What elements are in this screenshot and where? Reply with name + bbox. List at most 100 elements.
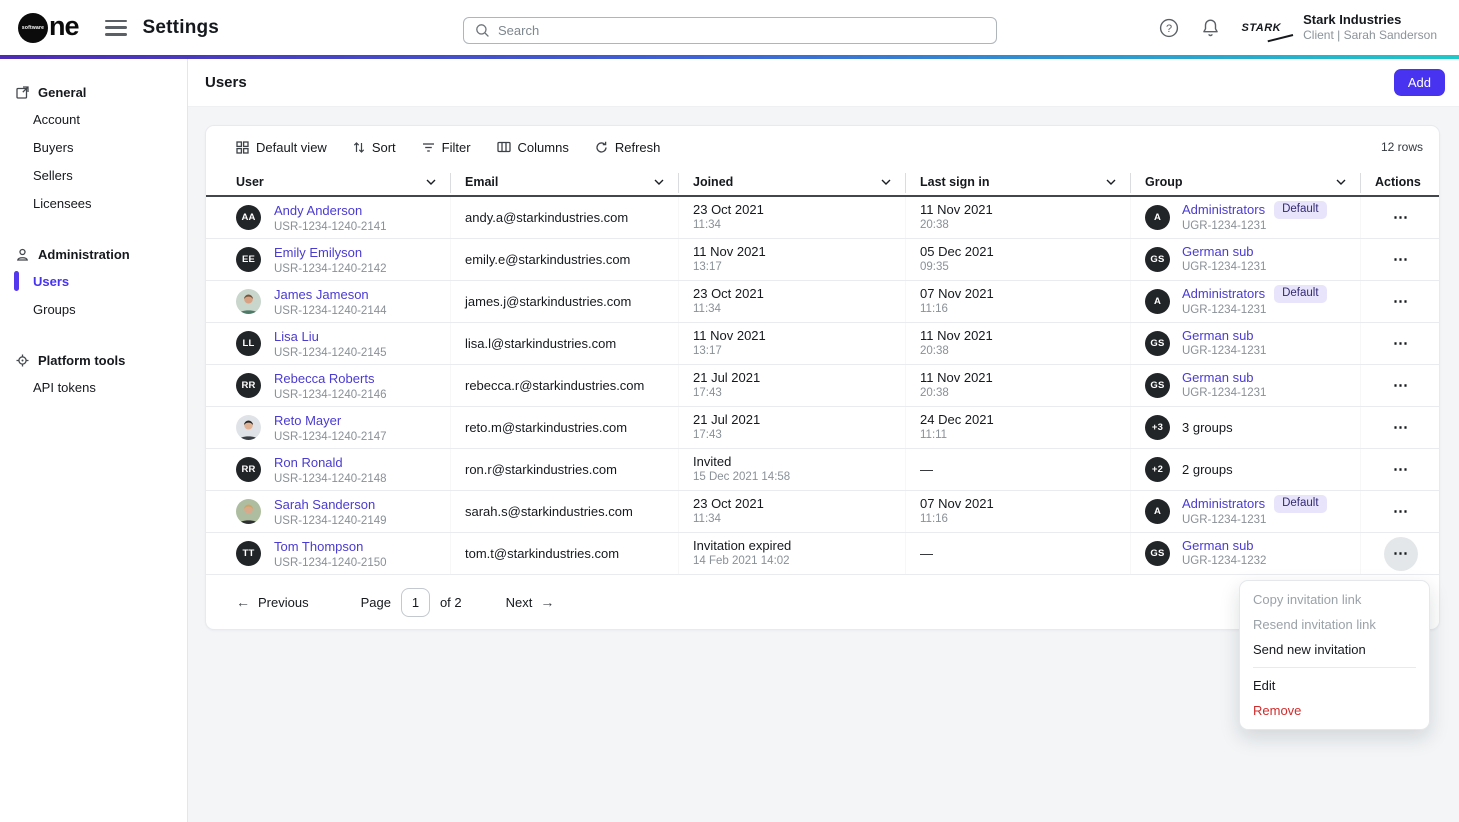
default-view-button[interactable]: Default view (236, 140, 327, 155)
joined-date: 23 Oct 2021 (693, 496, 764, 512)
last-sign-in-date: 11 Nov 2021 (920, 202, 993, 218)
chevron-down-icon (881, 179, 891, 185)
group-link[interactable]: Administrators (1182, 202, 1266, 218)
chevron-down-icon (426, 179, 436, 185)
menu-item-remove[interactable]: Remove (1253, 703, 1302, 718)
main-content: Users Add Default view Sort Filter Colum… (188, 59, 1459, 822)
row-actions-button[interactable]: ⋯ (1384, 453, 1418, 487)
table-row: LL Lisa Liu USR-1234-1240-2145 lisa.l@st… (206, 323, 1439, 366)
group-link[interactable]: German sub (1182, 538, 1254, 554)
table-row: TT Tom Thompson USR-1234-1240-2150 tom.t… (206, 533, 1439, 576)
user-id: USR-1234-1240-2142 (274, 262, 387, 275)
group-id: UGR-1234-1231 (1182, 261, 1267, 274)
sidebar-item-licensees[interactable]: Licensees (33, 195, 92, 211)
user-name-link[interactable]: Ron Ronald (274, 454, 343, 470)
row-actions-button[interactable]: ⋯ (1384, 243, 1418, 277)
user-avatar (236, 415, 261, 441)
search-input[interactable] (463, 17, 997, 44)
joined-date: Invited (693, 454, 732, 470)
row-actions-button[interactable]: ⋯ (1384, 495, 1418, 529)
joined-date: 23 Oct 2021 (693, 286, 764, 302)
refresh-button[interactable]: Refresh (595, 140, 660, 155)
help-icon: ? (1159, 18, 1178, 37)
user-name-link[interactable]: Lisa Liu (274, 328, 319, 344)
user-id: USR-1234-1240-2144 (274, 304, 387, 317)
group-link[interactable]: Administrators (1182, 496, 1266, 512)
user-name-link[interactable]: Emily Emilyson (274, 244, 363, 260)
joined-date: 21 Jul 2021 (693, 370, 761, 386)
global-search (463, 17, 997, 44)
sidebar-item-account[interactable]: Account (33, 111, 80, 127)
user-avatar: LL (236, 331, 261, 357)
group-avatar: A (1145, 499, 1170, 525)
column-header-user[interactable]: User (206, 168, 451, 195)
tenant-switcher[interactable]: STARK Stark Industries Client | Sarah Sa… (1242, 12, 1437, 43)
user-name-link[interactable]: Sarah Sanderson (274, 496, 376, 512)
row-actions-button[interactable]: ⋯ (1384, 411, 1418, 445)
group-link[interactable]: German sub (1182, 244, 1254, 260)
last-sign-in-date: — (920, 461, 933, 477)
table-row: EE Emily Emilyson USR-1234-1240-2142 emi… (206, 239, 1439, 282)
column-header-joined[interactable]: Joined (679, 168, 906, 195)
user-name-link[interactable]: Tom Thompson (274, 538, 364, 554)
sidebar-item-groups[interactable]: Groups (33, 301, 76, 317)
sidebar-item-buyers[interactable]: Buyers (33, 139, 74, 155)
last-sign-in-date: 24 Dec 2021 (920, 412, 994, 428)
user-name-link[interactable]: Reto Mayer (274, 412, 342, 428)
user-name-link[interactable]: Rebecca Roberts (274, 370, 375, 386)
help-button[interactable]: ? (1159, 18, 1179, 38)
menu-item-send-new-invitation[interactable]: Send new invitation (1253, 642, 1366, 657)
page-number-input[interactable] (400, 587, 430, 617)
row-actions-button[interactable]: ⋯ (1384, 536, 1418, 571)
joined-date: 23 Oct 2021 (693, 202, 764, 218)
sidebar-item-users[interactable]: Users (0, 267, 187, 295)
user-avatar: RR (236, 373, 261, 399)
next-page-button[interactable]: Next → (505, 594, 555, 611)
sort-button[interactable]: Sort (353, 140, 396, 155)
bell-icon (1202, 19, 1218, 36)
user-avatar: EE (236, 247, 261, 273)
tenant-name: Stark Industries (1303, 11, 1402, 27)
last-sign-in-time: 09:35 (920, 261, 949, 274)
group-link[interactable]: Administrators (1182, 286, 1266, 302)
sidebar-item-api-tokens[interactable]: API tokens (33, 379, 96, 395)
last-sign-in-date: 05 Dec 2021 (920, 244, 994, 260)
row-actions-button[interactable]: ⋯ (1384, 201, 1418, 235)
default-badge: Default (1274, 495, 1327, 514)
group-link[interactable]: German sub (1182, 370, 1254, 386)
chevron-down-icon (654, 179, 664, 185)
group-avatar: A (1145, 205, 1170, 231)
last-sign-in-time: 11:16 (920, 303, 948, 316)
joined-time: 17:43 (693, 387, 722, 400)
arrow-right-icon: → (540, 594, 555, 611)
joined-date: 11 Nov 2021 (693, 244, 766, 260)
group-id: UGR-1234-1232 (1182, 555, 1267, 568)
group-link[interactable]: German sub (1182, 328, 1254, 344)
column-header-last-sign-in[interactable]: Last sign in (906, 168, 1131, 195)
menu-item-edit[interactable]: Edit (1253, 678, 1276, 693)
row-actions-context-menu: Copy invitation link Resend invitation li… (1239, 580, 1430, 730)
page-label: Page (360, 594, 391, 610)
row-actions-button[interactable]: ⋯ (1384, 369, 1418, 403)
app-title: Settings (142, 16, 220, 38)
previous-page-button[interactable]: ← Previous (236, 594, 309, 611)
group-avatar: GS (1145, 331, 1170, 357)
sidebar-item-sellers[interactable]: Sellers (33, 167, 73, 183)
table-toolbar: Default view Sort Filter Columns Refresh… (206, 126, 1439, 168)
group-link: 3 groups (1182, 419, 1233, 435)
table-row: RR Rebecca Roberts USR-1234-1240-2146 re… (206, 365, 1439, 408)
hamburger-menu-icon[interactable] (104, 19, 127, 36)
column-header-group[interactable]: Group (1131, 168, 1361, 195)
filter-button[interactable]: Filter (422, 140, 471, 155)
add-user-button[interactable]: Add (1393, 69, 1445, 96)
user-name-link[interactable]: James Jameson (274, 286, 369, 302)
column-header-email[interactable]: Email (451, 168, 679, 195)
row-actions-button[interactable]: ⋯ (1384, 285, 1418, 319)
notifications-button[interactable] (1201, 18, 1220, 38)
group-link: 2 groups (1182, 461, 1233, 477)
user-name-link[interactable]: Andy Anderson (274, 202, 363, 218)
joined-time: 14 Feb 2021 14:02 (693, 555, 790, 568)
row-actions-button[interactable]: ⋯ (1384, 327, 1418, 361)
columns-button[interactable]: Columns (496, 140, 569, 155)
joined-time: 13:17 (693, 261, 722, 274)
